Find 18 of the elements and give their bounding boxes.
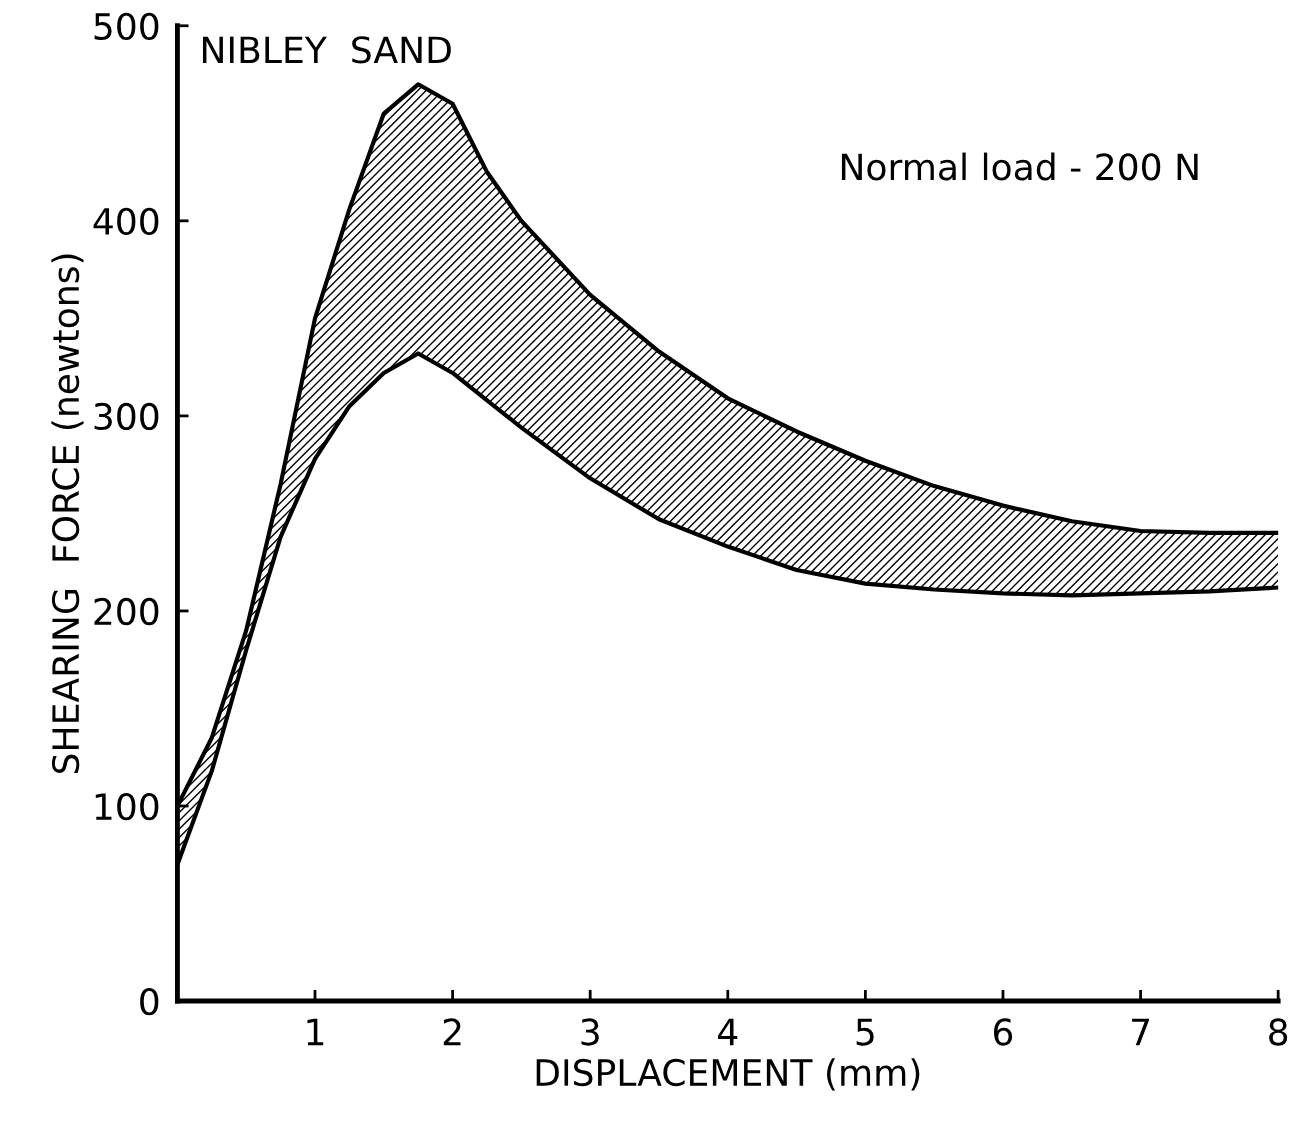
y-axis-title: SHEARING FORCE (newtons) xyxy=(51,254,84,774)
x-tick-label: 6 xyxy=(994,1018,1013,1046)
x-tick-label: 8 xyxy=(1269,1018,1288,1046)
annotation: NIBLEY SAND xyxy=(202,36,451,64)
annotation: Normal load - 200 N xyxy=(841,152,1198,181)
y-tick-label: 400 xyxy=(93,207,159,236)
y-tick-label: 0 xyxy=(140,987,159,1016)
y-tick-label: 500 xyxy=(94,12,159,41)
x-tick-label: 5 xyxy=(856,1018,874,1046)
y-tick-label: 200 xyxy=(94,597,159,626)
y-tick-label: 100 xyxy=(95,792,159,821)
x-tick-label: 3 xyxy=(581,1018,599,1046)
x-axis-title: DISPLACEMENT (mm) xyxy=(536,1058,920,1091)
x-tick-label: 1 xyxy=(307,1018,324,1046)
x-tick-label: 2 xyxy=(443,1018,461,1046)
x-tick-label: 7 xyxy=(1132,1018,1149,1046)
y-tick-label: 300 xyxy=(94,402,159,431)
x-tick-label: 4 xyxy=(718,1018,738,1046)
